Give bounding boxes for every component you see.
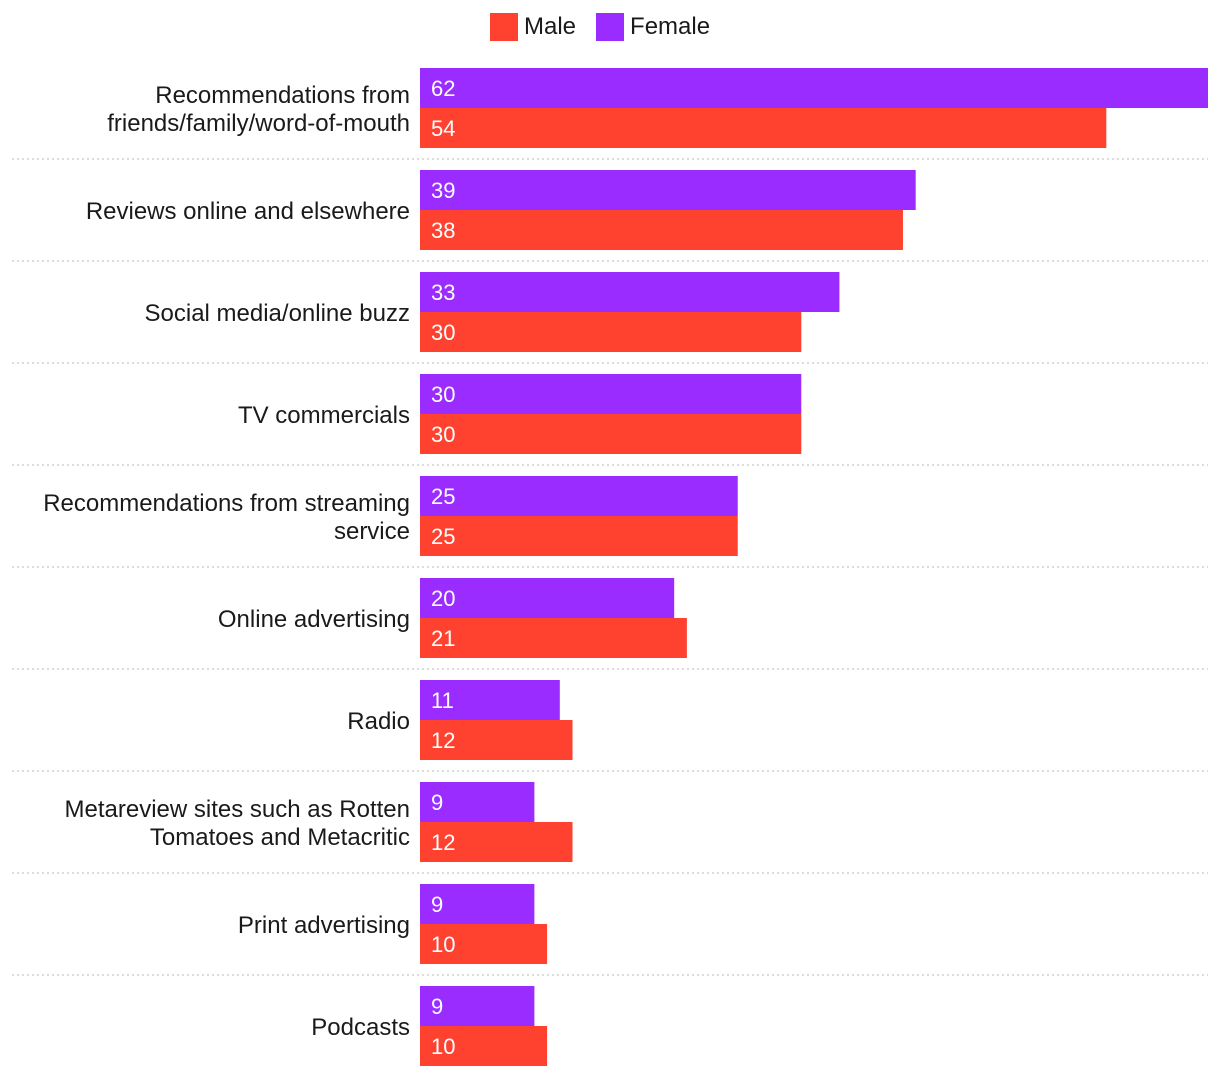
category-group: Recommendations fromfriends/family/word-…: [12, 68, 1208, 160]
bar-male: [420, 210, 903, 250]
value-label-male: 21: [431, 626, 455, 651]
value-label-male: 10: [431, 1034, 455, 1059]
legend-item-male: Male: [490, 13, 576, 41]
value-label-female: 62: [431, 76, 455, 101]
category-label: Recommendations from streaming: [43, 490, 410, 517]
value-label-male: 12: [431, 830, 455, 855]
bar-female: [420, 476, 738, 516]
bar-male: [420, 720, 573, 760]
legend-label-female: Female: [630, 13, 711, 40]
bar-female: [420, 782, 535, 822]
legend-swatch-male: [490, 13, 518, 41]
category-label: Recommendations from: [155, 82, 410, 109]
bar-male: [420, 312, 802, 352]
category-group: Print advertising 9 10: [12, 884, 1208, 976]
category-group: Radio 11 12: [12, 680, 1208, 772]
bar-female: [420, 578, 675, 618]
bar-female: [420, 68, 1208, 108]
category-group: Reviews online and elsewhere 39 38: [12, 170, 1208, 262]
legend-swatch-female: [596, 13, 625, 41]
legend-label-male: Male: [524, 13, 577, 40]
category-label: friends/family/word-of-mouth: [107, 110, 410, 137]
bar-female: [420, 680, 560, 720]
category-group: Metareview sites such as RottenTomatoes …: [12, 782, 1208, 874]
category-label: Podcasts: [311, 1014, 410, 1041]
category-label: Social media/online buzz: [145, 300, 411, 327]
category-label: TV commercials: [238, 402, 410, 429]
legend: Male Female: [490, 12, 730, 42]
value-label-female: 39: [431, 178, 455, 203]
category-group: Social media/online buzz 33 30: [12, 272, 1208, 364]
bar-male: [420, 1026, 548, 1066]
legend-item-female: Female: [596, 13, 710, 41]
category-label: Print advertising: [238, 912, 410, 939]
bar-male: [420, 516, 738, 556]
category-label: service: [334, 518, 410, 545]
value-label-female: 33: [431, 280, 455, 305]
value-label-female: 20: [431, 586, 455, 611]
bar-male: [420, 414, 802, 454]
category-label: Metareview sites such as Rotten: [65, 796, 410, 823]
value-label-female: 9: [431, 892, 443, 917]
bar-female: [420, 374, 802, 414]
category-label: Online advertising: [218, 606, 410, 633]
category-group: Online advertising 20 21: [12, 578, 1208, 670]
value-label-female: 9: [431, 790, 443, 815]
value-label-male: 10: [431, 932, 455, 957]
value-label-male: 25: [431, 524, 455, 549]
category-group: Podcasts 9 10: [311, 986, 548, 1066]
category-label: Tomatoes and Metacritic: [150, 824, 410, 851]
bar-male: [420, 822, 573, 862]
value-label-male: 54: [431, 116, 455, 141]
value-label-female: 25: [431, 484, 455, 509]
value-label-female: 11: [431, 688, 454, 713]
bar-male: [420, 924, 548, 964]
bar-female: [420, 170, 916, 210]
value-label-female: 9: [431, 994, 443, 1019]
value-label-male: 38: [431, 218, 455, 243]
bar-male: [420, 618, 687, 658]
bar-female: [420, 884, 535, 924]
value-label-male: 30: [431, 320, 455, 345]
value-label-male: 30: [431, 422, 455, 447]
category-group: TV commercials 30 30: [12, 374, 1208, 466]
value-label-female: 30: [431, 382, 455, 407]
bar-male: [420, 108, 1107, 148]
bar-female: [420, 272, 840, 312]
category-label: Radio: [347, 708, 410, 735]
value-label-male: 12: [431, 728, 455, 753]
bar-female: [420, 986, 535, 1026]
category-label: Reviews online and elsewhere: [86, 198, 410, 225]
